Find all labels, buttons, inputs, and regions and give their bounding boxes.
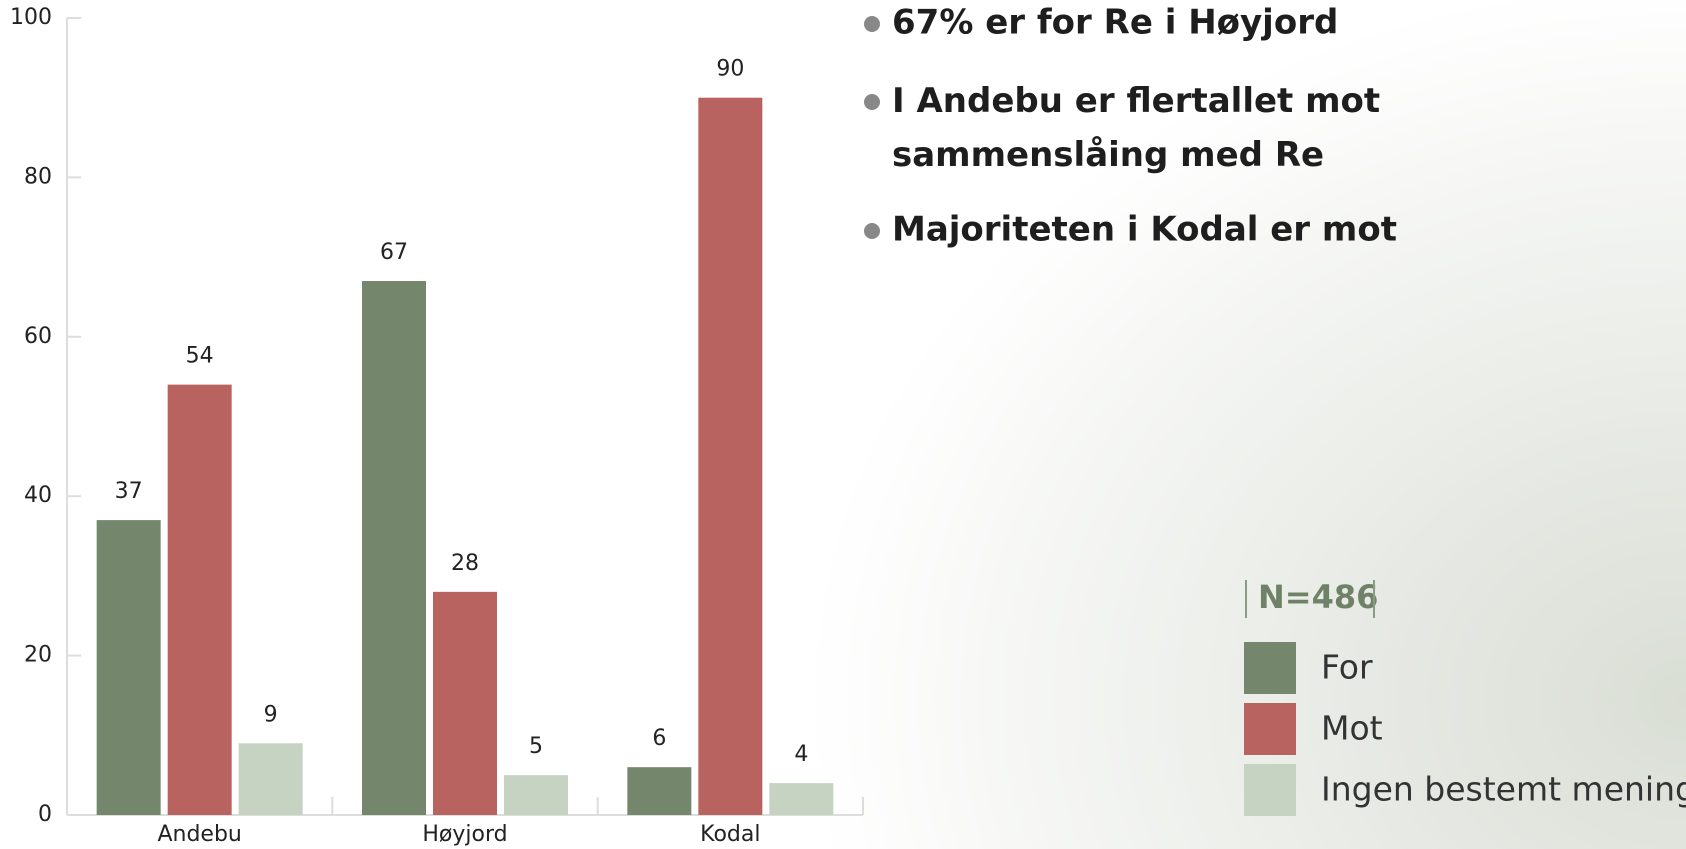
value-label: 4 (794, 742, 808, 767)
legend-label: Ingen bestemt mening (1321, 770, 1686, 809)
bar (167, 384, 232, 815)
value-label: 9 (264, 702, 278, 727)
value-label: 6 (652, 726, 666, 751)
y-tick-label: 0 (38, 802, 52, 827)
bar (96, 520, 161, 815)
annotation: 67% er for Re i Høyjord (892, 3, 1338, 43)
legend-swatch (1244, 764, 1296, 816)
bullet-dot (864, 94, 880, 110)
bullet-dot (864, 16, 880, 32)
bar (433, 591, 497, 815)
bar (238, 743, 303, 815)
value-label: 67 (380, 240, 408, 265)
annotation-line: I Andebu er flertallet mot (892, 81, 1380, 121)
value-label: 37 (115, 479, 143, 504)
sample-size: N=486 (1258, 578, 1378, 616)
legend-label: Mot (1321, 709, 1383, 748)
bar (362, 281, 426, 815)
legend-swatch (1244, 703, 1296, 755)
y-tick-label: 20 (24, 643, 52, 668)
legend-label: For (1321, 648, 1373, 687)
bar (504, 775, 568, 815)
bar (698, 97, 763, 815)
y-tick-label: 80 (24, 164, 52, 189)
x-tick-label: Kodal (700, 822, 760, 847)
bar (627, 767, 692, 815)
value-label: 28 (451, 551, 479, 576)
value-label: 5 (529, 734, 543, 759)
bullet-dot (864, 223, 880, 239)
y-tick-label: 60 (24, 324, 52, 349)
annotation: I Andebu er flertallet mot sammenslåing m… (892, 81, 1380, 175)
value-label: 54 (186, 344, 214, 369)
annotation-line: sammenslåing med Re (892, 135, 1324, 175)
annotation: Majoriteten i Kodal er mot (892, 210, 1397, 250)
x-tick-label: Høyjord (422, 822, 507, 847)
legend-swatch (1244, 642, 1296, 694)
value-label: 90 (716, 57, 744, 82)
y-tick-label: 100 (10, 5, 52, 30)
y-tick-label: 40 (24, 483, 52, 508)
x-tick-label: Andebu (157, 822, 241, 847)
bar (769, 783, 834, 815)
